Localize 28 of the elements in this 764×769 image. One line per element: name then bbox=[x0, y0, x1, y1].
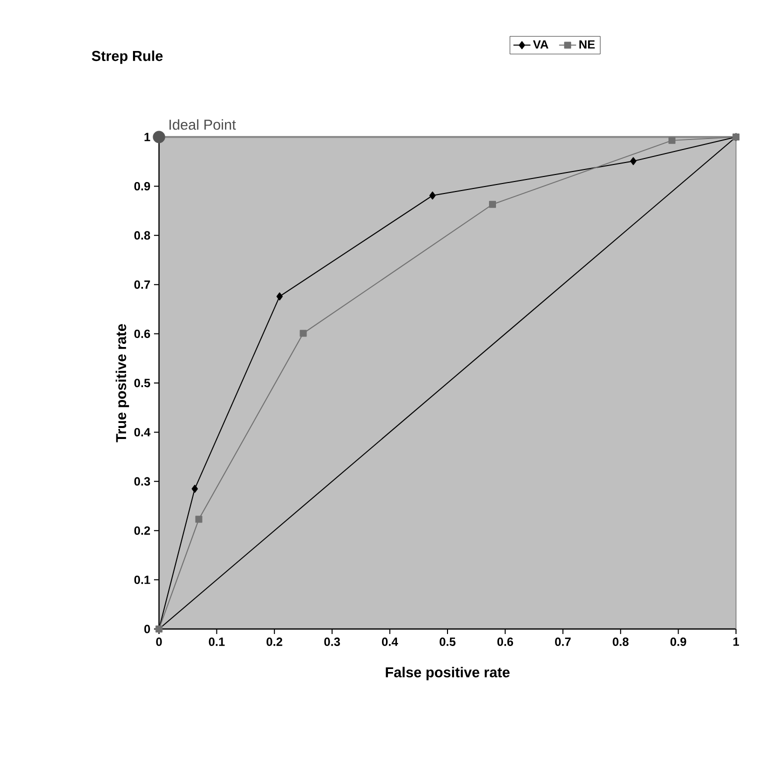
y-tick-label: 0.2 bbox=[134, 526, 150, 535]
y-tick-label: 0.9 bbox=[134, 182, 150, 190]
x-tick-label: 1 bbox=[733, 638, 739, 646]
y-tick-label: 0.6 bbox=[134, 330, 150, 338]
legend-label: VA bbox=[533, 40, 548, 49]
x-tick-label: 0 bbox=[156, 638, 162, 646]
x-tick-label: 0.8 bbox=[612, 638, 629, 646]
x-tick-label: 0.5 bbox=[440, 638, 456, 646]
annotation: Ideal Point bbox=[170, 119, 236, 130]
y-tick-label: 0 bbox=[144, 624, 150, 634]
chart-title: Strep Rule bbox=[92, 50, 163, 64]
x-tick-label: 0.1 bbox=[208, 638, 225, 646]
y-axis-title: True positive rate bbox=[116, 324, 130, 442]
y-tick-label: 1 bbox=[144, 132, 150, 142]
x-tick-label: 0.3 bbox=[324, 638, 340, 646]
x-axis-title: False positive rate bbox=[386, 666, 510, 680]
x-tick-label: 0.9 bbox=[670, 638, 686, 646]
y-tick-label: 0.1 bbox=[134, 576, 150, 584]
legend-label: NE bbox=[579, 40, 595, 49]
x-tick-label: 0.7 bbox=[555, 638, 571, 646]
y-tick-label: 0.4 bbox=[134, 428, 150, 436]
y-tick-label: 0.7 bbox=[134, 280, 150, 289]
x-tick-label: 0.2 bbox=[266, 638, 282, 646]
x-tick-label: 0.6 bbox=[497, 638, 514, 646]
y-tick-label: 0.5 bbox=[134, 378, 150, 388]
y-tick-label: 0.8 bbox=[134, 231, 150, 240]
x-tick-label: 0.4 bbox=[382, 638, 398, 646]
y-tick-label: 0.3 bbox=[134, 477, 150, 486]
